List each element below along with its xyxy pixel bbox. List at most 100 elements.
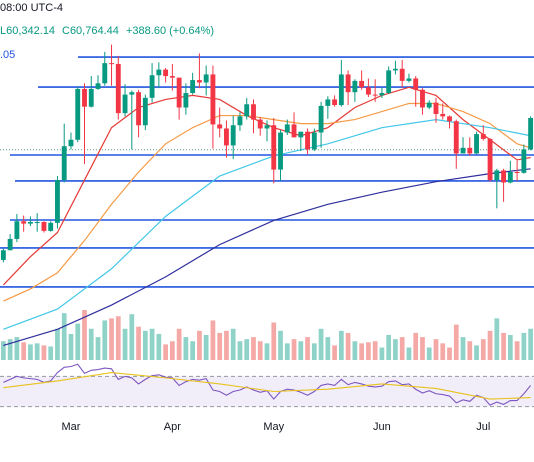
candle-body — [440, 113, 446, 117]
volume-bar — [460, 337, 466, 360]
candle-body — [48, 222, 54, 231]
volume-bar — [115, 316, 121, 360]
candle-body — [251, 104, 256, 120]
candle-body — [95, 83, 101, 89]
candle-body — [237, 116, 243, 126]
candle-body — [129, 92, 135, 95]
candle-body — [514, 172, 520, 174]
volume-bar — [237, 341, 243, 360]
volume-bar — [14, 337, 20, 360]
candle-body — [169, 76, 175, 78]
moving-average — [3, 118, 531, 330]
candle-body — [244, 104, 250, 117]
volume-bar — [426, 347, 432, 360]
volume-bar — [1, 341, 6, 360]
volume-bar — [480, 339, 486, 360]
volume-bar — [278, 330, 283, 360]
volume-bar — [298, 341, 304, 360]
candle-body — [136, 92, 142, 126]
volume-bar — [75, 323, 81, 360]
candle-body — [311, 132, 317, 150]
candle-body — [122, 94, 128, 114]
candle-body — [284, 124, 290, 133]
volume-bar — [149, 328, 155, 360]
candle-body — [386, 70, 392, 93]
candle-body — [196, 80, 202, 83]
volume-bar — [393, 339, 398, 360]
candle-body — [507, 172, 513, 183]
candle-body — [494, 170, 500, 181]
header-change: +388.60 (+0.64%) — [126, 25, 214, 37]
volume-bar — [359, 343, 364, 360]
volume-bar — [257, 341, 263, 360]
volume-bar — [122, 328, 128, 360]
volume-bar — [176, 328, 182, 360]
volume-bar — [183, 337, 189, 360]
candle-body — [528, 117, 534, 150]
candle-body — [109, 63, 114, 65]
volume-bar — [494, 318, 500, 360]
candle-body — [359, 80, 365, 88]
candle-body — [217, 124, 223, 129]
volume-bar — [88, 328, 94, 360]
candle-body — [365, 87, 371, 95]
volume-bar — [345, 332, 351, 360]
volume-bar — [487, 330, 493, 360]
candle-body — [305, 131, 310, 150]
volume-bar — [264, 343, 270, 360]
candle-body — [203, 74, 209, 83]
volume-bar — [467, 341, 473, 360]
volume-bar — [129, 314, 135, 360]
volume-bar — [305, 337, 310, 360]
volume-bar — [170, 341, 175, 360]
volume-bar — [68, 333, 74, 360]
volume-bar — [514, 341, 520, 360]
candle-body — [487, 138, 493, 181]
x-tick-label: Jul — [476, 421, 490, 433]
candle-body — [55, 180, 60, 223]
candle-body — [420, 89, 425, 108]
volume-bar — [406, 347, 412, 360]
candle-body — [257, 119, 263, 129]
candle-body — [392, 68, 398, 71]
volume-bar — [528, 328, 533, 360]
candle-body — [34, 222, 40, 224]
candle-body — [210, 74, 216, 125]
volume-bar — [284, 343, 290, 360]
volume-bar — [41, 345, 47, 360]
candle-body — [426, 102, 432, 108]
candle-body — [156, 69, 162, 76]
candle-body — [149, 75, 155, 98]
volume-bar — [7, 339, 13, 360]
volume-bar — [48, 346, 54, 360]
candle-body — [163, 69, 169, 77]
volume-bar — [386, 335, 392, 360]
volume-bar — [163, 344, 168, 360]
candle-body — [88, 88, 94, 107]
volume-bar — [311, 343, 317, 360]
candle-body — [115, 63, 121, 114]
volume-bar — [244, 339, 250, 360]
candle-body — [190, 80, 196, 93]
candle-body — [183, 92, 189, 108]
volume-bar — [21, 342, 27, 360]
candle-body — [399, 68, 405, 81]
volume-bar — [230, 328, 236, 360]
rsi-ma-line — [3, 372, 531, 400]
volume-bar — [521, 332, 527, 360]
volume-bar — [325, 337, 331, 360]
volume-bar — [82, 310, 87, 360]
volume-bar — [34, 343, 40, 360]
level-label: .05 — [0, 49, 15, 61]
candle-body — [433, 102, 439, 114]
volume-bar — [318, 328, 324, 360]
volume-bar — [332, 345, 337, 360]
header-close: C60,764.44 — [62, 25, 119, 37]
x-tick-label: Mar — [61, 421, 80, 433]
candle-body — [102, 63, 108, 84]
volume-bar — [210, 320, 216, 360]
volume-bar — [366, 342, 371, 360]
candle-body — [372, 94, 378, 96]
volume-bar — [507, 335, 513, 360]
volume-bar — [420, 337, 425, 360]
